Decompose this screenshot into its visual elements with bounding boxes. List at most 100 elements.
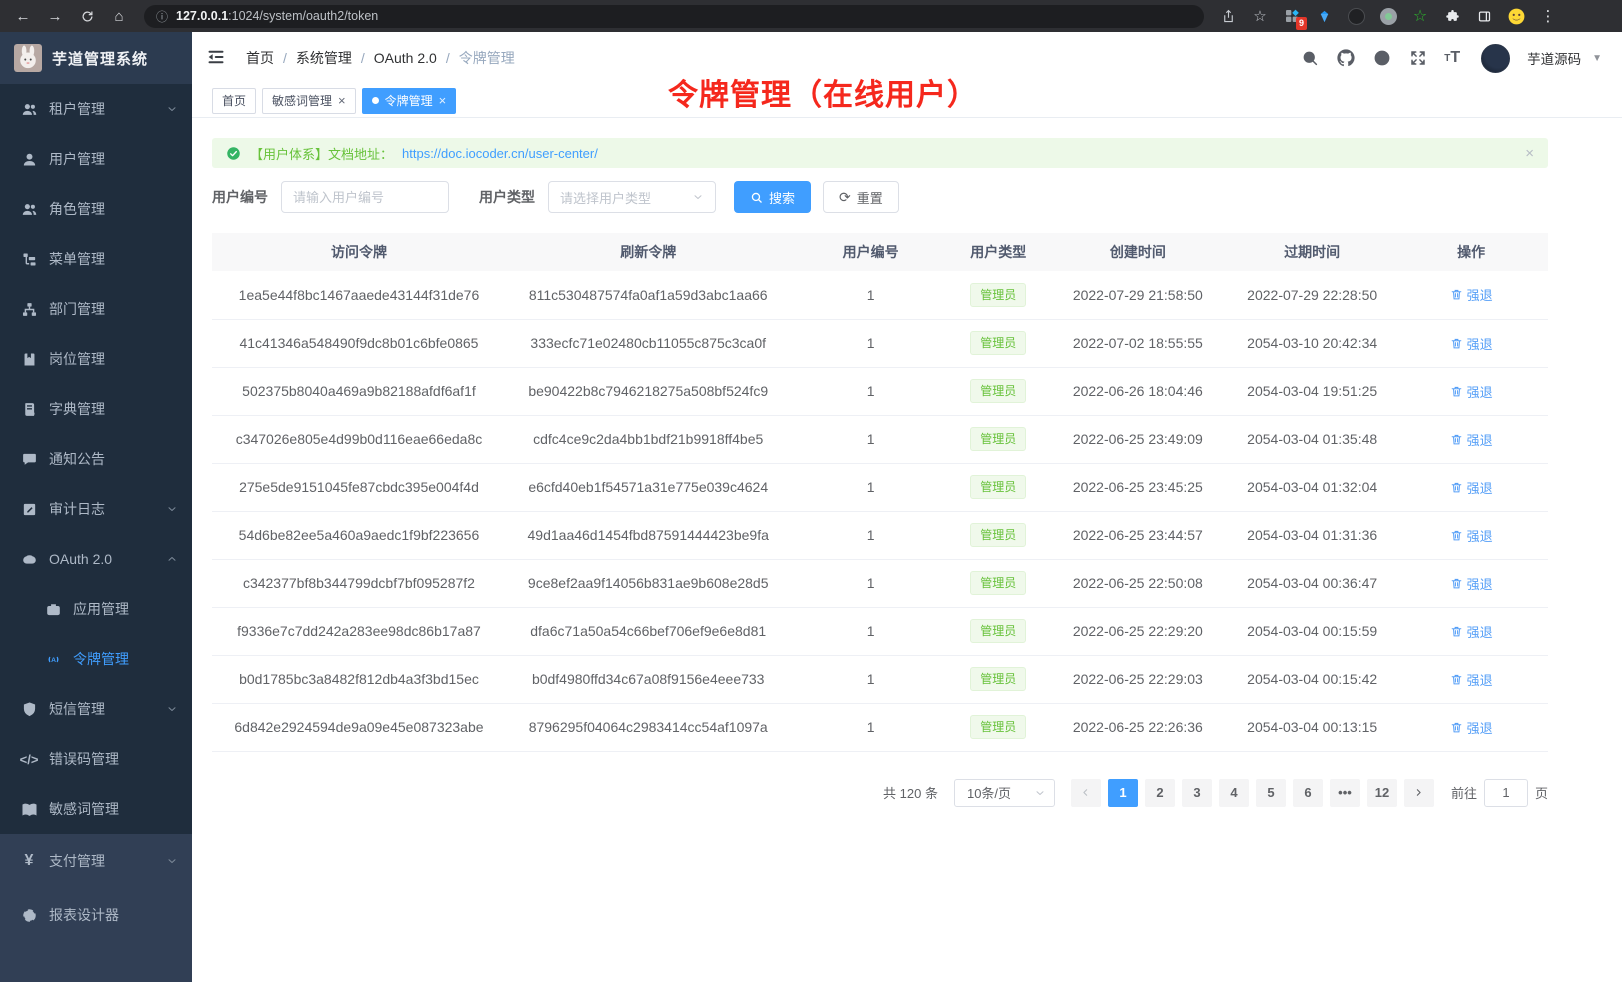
sidebar-item-menu[interactable]: 菜单管理 [0, 234, 192, 284]
goto-suffix: 页 [1534, 786, 1548, 801]
page-size-select[interactable]: 10条/页 [953, 778, 1055, 807]
force-logout-button[interactable]: 强退 [1450, 670, 1493, 689]
extension-blocks-icon[interactable]: 9 [1282, 6, 1307, 30]
force-logout-button[interactable]: 强退 [1450, 718, 1493, 737]
token-icon: A [44, 650, 62, 668]
user-id-cell: 1 [790, 511, 951, 560]
user-avatar[interactable] [1481, 43, 1511, 73]
tag-tabs-bar: 首页 敏感词管理 × 令牌管理 × [192, 84, 1622, 118]
sidebar-item-oauth[interactable]: OAuth 2.0 [0, 534, 192, 584]
sidebar-item-role[interactable]: 角色管理 [0, 184, 192, 234]
user-type-cell: 管理员 [950, 415, 1046, 464]
sidebar-item-tenant[interactable]: 租户管理 [0, 84, 192, 134]
page-button-4[interactable]: 4 [1218, 778, 1249, 807]
search-button[interactable]: 搜索 [734, 181, 812, 213]
green-dot-extension-icon[interactable] [1378, 6, 1398, 26]
chevron-down-icon [166, 503, 178, 515]
chevron-down-icon [166, 103, 178, 115]
side-panel-icon[interactable] [1474, 6, 1494, 26]
user-type-badge: 管理员 [970, 475, 1027, 499]
tab-0[interactable]: 首页 [212, 87, 257, 114]
token-table: 访问令牌 刷新令牌 用户编号 用户类型 创建时间 过期时间 操作 1ea5e44f8bc14… [212, 233, 1548, 752]
force-logout-button[interactable]: 强退 [1450, 622, 1493, 641]
site-info-icon[interactable]: ⓘ [156, 9, 169, 24]
user-type-badge: 管理员 [970, 282, 1027, 307]
sidebar-item-dept[interactable]: 部门管理 [0, 284, 192, 334]
sidebar: 芋道管理系统 租户管理 用户管理 角色管理 菜单管理 部门管理 岗位管理 字典管理 通知公告审… [0, 32, 192, 982]
close-icon[interactable]: × [1525, 144, 1534, 162]
reset-button[interactable]: ⟳ 重置 [823, 181, 899, 213]
force-logout-button[interactable]: 强退 [1450, 430, 1493, 449]
create-time-cell: 2022-07-02 18:55:55 [1045, 319, 1231, 368]
browser-forward-button[interactable]: → [47, 7, 63, 25]
force-logout-button[interactable]: 强退 [1450, 478, 1493, 497]
tab-2[interactable]: 令牌管理 × [361, 87, 457, 114]
force-logout-button[interactable]: 强退 [1450, 334, 1493, 353]
share-icon[interactable] [1218, 6, 1238, 26]
star-extension-icon[interactable]: ☆ [1412, 8, 1428, 25]
user-name[interactable]: 芋道源码 [1527, 52, 1582, 67]
refresh-token-cell: dfa6c71a50a54c66bef706ef9e6e8d81 [505, 607, 791, 656]
sidebar-item-report[interactable]: 报表设计器 [0, 888, 192, 942]
force-logout-label: 强退 [1466, 624, 1493, 640]
app-logo[interactable]: 芋道管理系统 [0, 32, 192, 84]
sidebar-item-label: 报表设计器 [49, 907, 119, 923]
sidebar-item-notice[interactable]: 通知公告 [0, 434, 192, 484]
browser-home-button[interactable]: ⌂ [114, 7, 124, 25]
page-button-1[interactable]: 1 [1107, 778, 1138, 807]
browser-refresh-button[interactable] [74, 3, 100, 29]
github-icon[interactable] [1336, 49, 1355, 68]
page-button-5[interactable]: 5 [1255, 778, 1286, 807]
sidebar-item-pay[interactable]: ¥ 支付管理 [0, 834, 192, 888]
sidebar-item-post[interactable]: 岗位管理 [0, 334, 192, 384]
close-icon[interactable]: × [338, 93, 346, 108]
sidebar-item-token[interactable]: A 令牌管理 [0, 634, 192, 684]
goto-page-input[interactable] [1483, 778, 1528, 807]
search-icon[interactable] [1300, 49, 1319, 68]
browser-back-button[interactable]: ← [15, 7, 31, 25]
dark-circle-extension-icon[interactable] [1346, 6, 1366, 26]
extensions-puzzle-icon[interactable] [1442, 6, 1462, 26]
force-logout-button[interactable]: 强退 [1450, 382, 1493, 401]
sidebar-item-sms[interactable]: 短信管理 [0, 684, 192, 734]
sidebar-item-user[interactable]: 用户管理 [0, 134, 192, 184]
page-button-2[interactable]: 2 [1144, 778, 1175, 807]
sidebar-item-app[interactable]: 应用管理 [0, 584, 192, 634]
next-page-button[interactable] [1403, 778, 1434, 807]
breadcrumb-item[interactable]: 系统管理 [295, 50, 352, 66]
address-bar[interactable]: ⓘ 127.0.0.1:1024/system/oauth2/token [144, 4, 1204, 28]
bookmark-star-icon[interactable]: ☆ [1253, 8, 1267, 25]
sidebar-item-errcode[interactable]: </> 错误码管理 [0, 734, 192, 784]
profile-avatar[interactable] [1506, 6, 1526, 26]
sidebar-item-label: OAuth 2.0 [49, 551, 113, 567]
doc-alert: 【用户体系】文档地址： https://doc.iocoder.cn/user-… [212, 138, 1548, 168]
page-button-6[interactable]: 6 [1292, 778, 1323, 807]
user-type-cell: 管理员 [950, 703, 1046, 752]
user-type-select[interactable]: 请选择用户类型 [548, 181, 716, 213]
force-logout-button[interactable]: 强退 [1450, 526, 1493, 545]
browser-menu-icon[interactable]: ⋮ [1540, 8, 1556, 25]
doc-link[interactable]: https://doc.iocoder.cn/user-center/ [402, 145, 598, 161]
more-pages-button[interactable]: ••• [1329, 778, 1360, 807]
user-type-cell: 管理员 [950, 463, 1046, 512]
user-id-input[interactable] [281, 181, 449, 213]
sidebar-item-audit[interactable]: 审计日志 [0, 484, 192, 534]
tab-1[interactable]: 敏感词管理 × [262, 87, 356, 114]
force-logout-label: 强退 [1466, 480, 1493, 496]
breadcrumb-item[interactable]: OAuth 2.0 [373, 50, 437, 66]
sidebar-collapse-icon[interactable] [206, 47, 228, 69]
page-button-12[interactable]: 12 [1366, 778, 1397, 807]
force-logout-button[interactable]: 强退 [1450, 574, 1493, 593]
sidebar-item-dict[interactable]: 字典管理 [0, 384, 192, 434]
prev-page-button[interactable] [1070, 778, 1101, 807]
breadcrumb-item[interactable]: 首页 [246, 50, 274, 66]
page-button-3[interactable]: 3 [1181, 778, 1212, 807]
help-icon[interactable] [1372, 49, 1391, 68]
close-icon[interactable]: × [438, 93, 447, 108]
fullscreen-icon[interactable] [1408, 49, 1427, 68]
force-logout-button[interactable]: 强退 [1450, 285, 1493, 304]
delete-icon [1450, 337, 1463, 350]
gem-extension-icon[interactable] [1314, 6, 1334, 26]
sidebar-item-sensitive[interactable]: 敏感词管理 [0, 784, 192, 834]
